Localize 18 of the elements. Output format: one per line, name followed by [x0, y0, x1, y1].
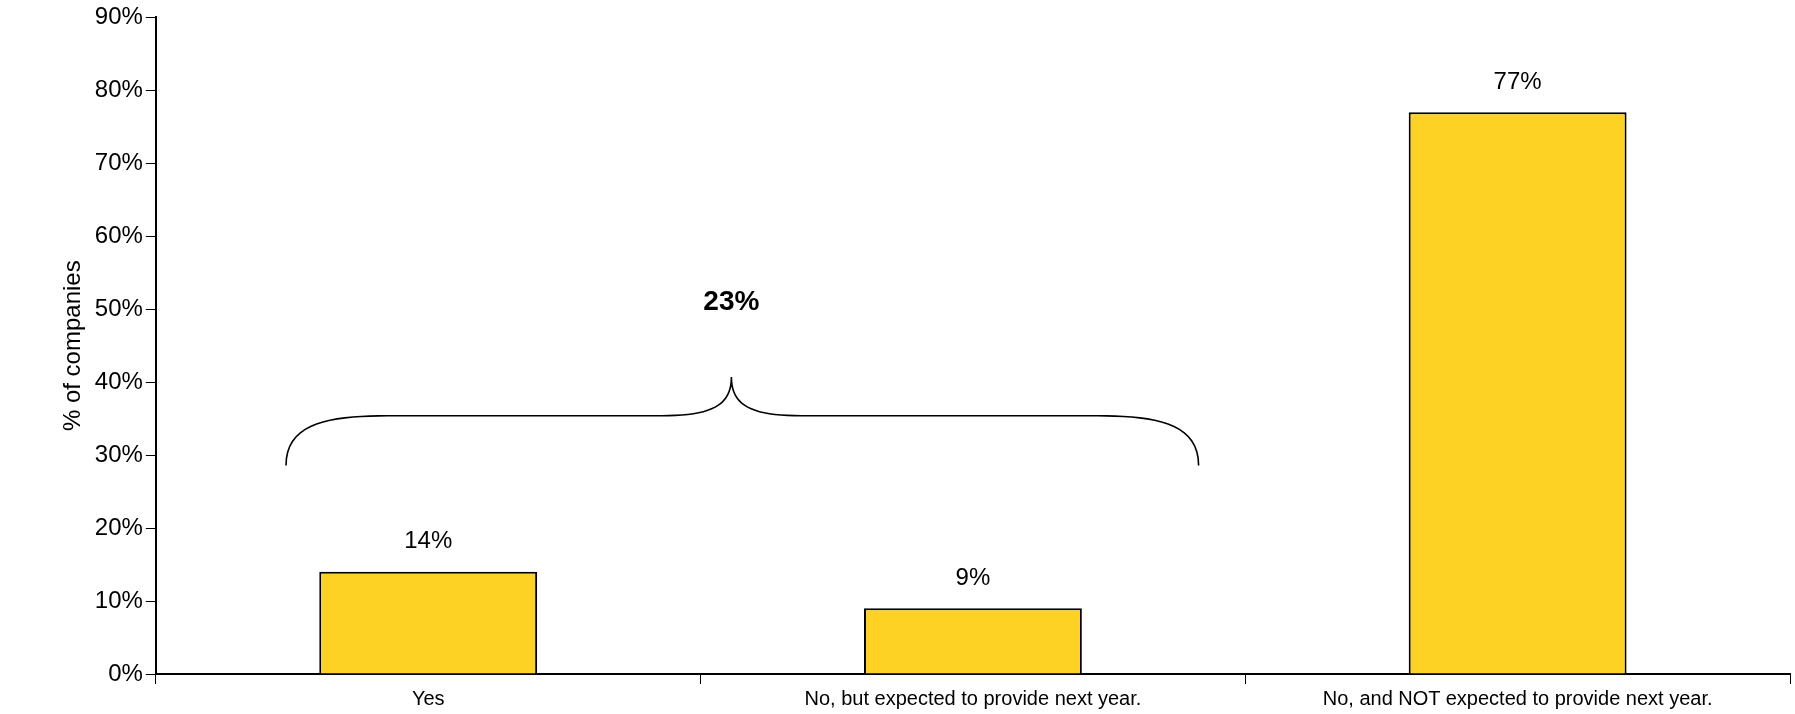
x-tick-label: No, but expected to provide next year. — [804, 686, 1142, 709]
data-label: 14% — [404, 526, 453, 554]
y-tick-label: 60% — [94, 220, 143, 248]
annotation: 23% — [703, 285, 760, 317]
y-tick-label: 50% — [94, 293, 143, 321]
y-tick-label: 90% — [94, 2, 143, 30]
data-label: 9% — [955, 562, 991, 590]
y-tick-label: 70% — [94, 147, 143, 175]
y-tick-label: 10% — [94, 585, 143, 613]
y-tick-label: 20% — [94, 512, 143, 540]
y-tick-label: 40% — [94, 366, 143, 394]
data-label: 77% — [1493, 66, 1542, 94]
y-tick-label: 30% — [94, 439, 143, 467]
y-tick-label: 0% — [108, 658, 143, 686]
x-tick-label: No, and NOT expected to provide next year. — [1322, 686, 1713, 709]
x-tick-label: Yes — [411, 686, 445, 709]
y-tick-label: 80% — [94, 74, 143, 102]
y-axis-title: % of companies — [58, 260, 86, 432]
